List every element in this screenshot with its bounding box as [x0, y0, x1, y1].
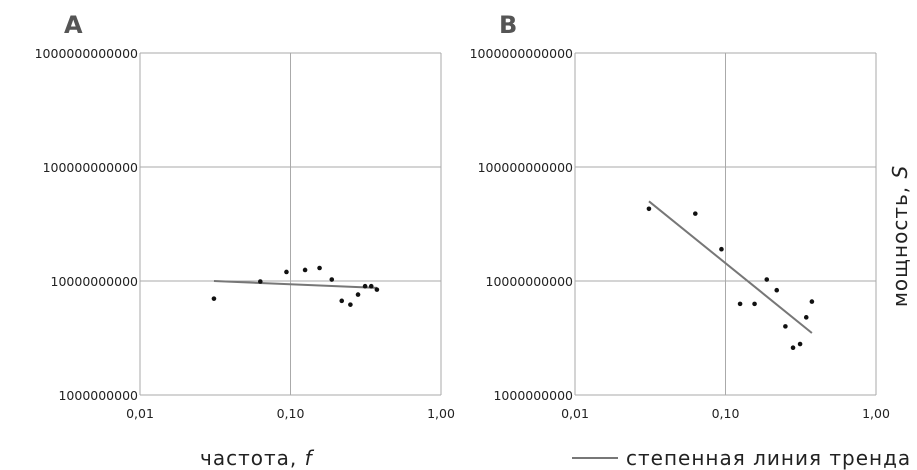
panel-b-label: B [499, 11, 517, 39]
panel-b-points [646, 206, 815, 350]
panel-b-point-5 [764, 277, 770, 282]
panel-a-point-4 [317, 265, 322, 271]
panel-b-point-7 [783, 324, 788, 329]
panel-a-point-0 [211, 296, 217, 301]
panel-a-x-tick-label-2: 1,00 [427, 406, 455, 421]
panel-a-x-ticks: 0,01 0,10 1,00 [126, 406, 455, 421]
panel-a-point-3 [302, 267, 308, 273]
panel-b-x-tick-label-2: 1,00 [862, 406, 890, 421]
panel-b-x-tick-label-1: 0,10 [712, 406, 740, 421]
panel-a: A 0,01 0,10 1,00 1000000000100000000001000… [35, 11, 455, 421]
panel-b-y-ticks: 1000000000 10000000000 100000000000 1000000… [470, 46, 573, 403]
panel-a-y-tick-label-1: 10000000000 [51, 274, 139, 289]
panel-a-point-2 [284, 269, 289, 275]
panel-a-label: A [64, 11, 83, 39]
x-axis-title-text: частота, [200, 446, 305, 470]
panel-a-x-tick-label-1: 0,10 [277, 406, 305, 421]
panel-a-point-11 [374, 287, 380, 292]
panel-b-point-8 [790, 345, 796, 350]
panel-b-point-1 [693, 211, 698, 216]
y-axis-title-text: мощность, [888, 179, 912, 308]
panel-b-grid [574, 52, 877, 396]
panel-a-y-tick-label-0: 1000000000 [58, 388, 138, 403]
panel-a-point-10 [368, 283, 374, 289]
panel-a-y-tick-label-2: 100000000000 [43, 160, 138, 175]
panel-b-point-10 [803, 315, 809, 320]
panel-b-x-ticks: 0,01 0,10 1,00 [561, 406, 890, 421]
x-axis-title: частота, f [200, 446, 315, 470]
x-axis-title-symbol: f [305, 446, 315, 470]
panel-b-point-9 [797, 341, 803, 347]
panel-b-y-tick-label-0: 1000000000 [493, 388, 573, 403]
panel-a-y-tick-label-3: 1000000000000 [35, 46, 138, 61]
panel-a-x-tick-label-0: 0,01 [126, 406, 154, 421]
panel-b: B 0,01 0,10 1,00 1000000000100000000001000… [470, 11, 890, 421]
panel-b-y-tick-label-3: 1000000000000 [470, 46, 573, 61]
legend: степенная линия тренда [572, 446, 911, 470]
panel-b-x-tick-label-0: 0,01 [561, 406, 589, 421]
legend-label: степенная линия тренда [626, 446, 911, 470]
y-axis-title-symbol: S [888, 165, 912, 179]
y-axis-title: мощность, S [888, 165, 912, 307]
panel-b-point-4 [752, 301, 757, 307]
panel-a-y-ticks: 1000000000 10000000000 100000000000 1000000… [35, 46, 138, 403]
panel-b-y-tick-label-2: 100000000000 [478, 160, 573, 175]
panel-a-trendline [213, 280, 377, 289]
panel-a-point-5 [329, 277, 335, 282]
panel-a-grid [139, 52, 442, 396]
panel-a-point-8 [355, 292, 361, 297]
panel-b-trendline-group [648, 200, 813, 334]
panel-b-point-2 [719, 246, 724, 252]
panel-a-point-9 [362, 283, 368, 289]
panel-a-trendline-group [213, 280, 377, 289]
panel-a-points [211, 265, 380, 307]
panel-b-trendline [648, 200, 813, 334]
panel-b-y-tick-label-1: 10000000000 [486, 274, 574, 289]
panel-b-point-11 [809, 299, 815, 304]
panel-b-point-0 [646, 206, 652, 212]
panel-a-point-7 [348, 302, 353, 307]
panel-b-point-6 [774, 287, 780, 293]
panel-b-point-3 [737, 301, 743, 307]
panel-a-point-1 [258, 279, 263, 284]
panel-a-point-6 [339, 298, 345, 304]
